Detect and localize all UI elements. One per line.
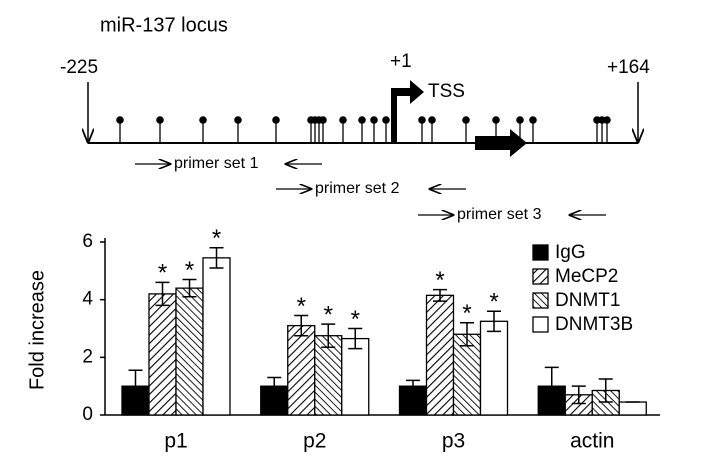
cpg-dot xyxy=(199,116,207,124)
legend-label: IgG xyxy=(555,242,586,263)
exon-arrow xyxy=(475,129,527,157)
significance-mark: * xyxy=(462,300,471,327)
error-bar xyxy=(128,369,143,403)
primer-label: primer set 1 xyxy=(174,155,259,172)
cpg-dot xyxy=(156,116,164,124)
error-bar xyxy=(321,323,336,348)
cpg-dot xyxy=(358,116,366,124)
legend-swatch xyxy=(532,268,549,285)
bar xyxy=(314,335,343,416)
bar xyxy=(175,287,204,416)
start-label: -225 xyxy=(60,57,98,78)
error-bar xyxy=(294,314,309,337)
error-bar xyxy=(598,378,613,403)
bar xyxy=(148,293,177,416)
bar xyxy=(341,337,370,416)
y-axis-label: Fold increase xyxy=(26,270,48,390)
legend-label: DNMT1 xyxy=(555,290,620,311)
y-tick-label: 0 xyxy=(82,404,93,425)
cpg-dot xyxy=(603,116,611,124)
cpg-dot xyxy=(462,116,470,124)
error-bar xyxy=(544,366,559,406)
y-tick-label: 4 xyxy=(82,289,93,310)
end-label: +164 xyxy=(607,57,650,78)
bar xyxy=(287,324,316,416)
cpg-dot xyxy=(116,116,124,124)
error-bar xyxy=(460,321,474,347)
cpg-dot xyxy=(370,116,378,124)
error-bar xyxy=(267,376,282,396)
cpg-dot xyxy=(428,116,436,124)
significance-mark: * xyxy=(185,257,194,284)
cpg-dot xyxy=(529,116,537,124)
error-bar xyxy=(406,379,420,393)
cpg-dot xyxy=(319,116,327,124)
y-tick-label: 2 xyxy=(82,346,93,367)
error-bar xyxy=(182,278,197,298)
error-bar xyxy=(209,247,224,269)
significance-mark: * xyxy=(158,260,167,287)
tss-label: TSS xyxy=(428,81,465,102)
x-tick-label: p1 xyxy=(164,430,187,453)
error-bar xyxy=(571,385,586,405)
x-tick-label: actin xyxy=(570,430,614,453)
significance-mark: * xyxy=(435,267,444,294)
bar xyxy=(202,257,231,416)
cpg-dot xyxy=(339,116,347,124)
x-tick-label: p3 xyxy=(442,430,465,453)
cpg-dot xyxy=(418,116,426,124)
locus-diagram: miR-137 locus -225 +1 +164 TSS primer se… xyxy=(60,14,650,223)
legend-label: MeCP2 xyxy=(555,266,618,287)
bar xyxy=(479,320,509,416)
significance-mark: * xyxy=(324,302,333,329)
error-bar xyxy=(487,310,501,333)
bar-chart: Fold increase 0 2 4 6 p1 p2 p3 actin * * * * * * * * * Ig… xyxy=(26,225,660,453)
error-bar xyxy=(155,281,170,307)
legend-swatch xyxy=(532,292,549,309)
primer-label: primer set 2 xyxy=(315,180,400,197)
legend-swatch xyxy=(532,244,549,261)
y-tick-label: 6 xyxy=(82,231,93,252)
x-tick-label: p2 xyxy=(303,430,326,453)
legend-swatch xyxy=(532,316,549,333)
primer-label: primer set 3 xyxy=(457,206,542,223)
cpg-dot xyxy=(492,116,500,124)
cpg-dot xyxy=(234,116,242,124)
cpg-dot xyxy=(272,116,280,124)
bar xyxy=(425,294,455,416)
significance-mark: * xyxy=(489,289,498,316)
tss-arrow xyxy=(391,80,424,143)
tss-position-label: +1 xyxy=(390,51,412,72)
cpg-dot xyxy=(382,116,390,124)
significance-mark: * xyxy=(297,293,306,320)
bar xyxy=(618,401,647,416)
diagram-title: miR-137 locus xyxy=(100,14,228,36)
error-bar xyxy=(433,288,447,302)
error-bar xyxy=(348,327,363,350)
significance-mark: * xyxy=(351,306,360,333)
cpg-dot xyxy=(516,116,524,124)
legend-label: DNMT3B xyxy=(555,314,633,335)
cpg-sites xyxy=(116,116,611,143)
significance-mark: * xyxy=(212,225,221,252)
